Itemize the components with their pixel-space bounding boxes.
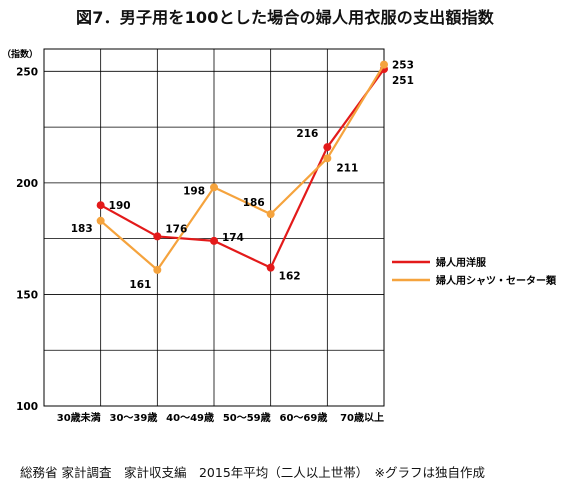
data-label-series-2: 186 xyxy=(243,197,265,209)
y-axis-title: （指数） xyxy=(2,48,38,60)
data-point-series-1 xyxy=(210,236,218,245)
data-label-series-2: 183 xyxy=(71,223,93,235)
data-point-series-2 xyxy=(153,265,162,274)
y-tick-label: 100 xyxy=(16,401,38,413)
data-labels: 190 176 174 162 216 251 183 161 198 186 211 253 xyxy=(71,60,414,291)
data-point-series-2 xyxy=(210,183,218,192)
data-point-series-1 xyxy=(153,232,162,241)
y-tick-label: 200 xyxy=(16,178,38,190)
data-label-series-1: 174 xyxy=(222,232,244,244)
plot-grid xyxy=(43,48,385,407)
data-point-series-2 xyxy=(266,210,275,219)
source-note: 総務省 家計調査 家計収支編 2015年平均（二人以上世帯） ※グラフは独自作成 xyxy=(20,465,486,480)
series-lines xyxy=(96,60,388,274)
data-label-series-1: 190 xyxy=(109,200,131,212)
data-point-series-1 xyxy=(266,263,275,272)
data-label-series-2: 253 xyxy=(392,60,414,72)
series-line-2 xyxy=(99,64,385,271)
x-tick-label: 60～69歳 xyxy=(279,411,327,424)
x-tick-label: 30～39歳 xyxy=(109,411,157,424)
data-label-series-1: 162 xyxy=(279,271,301,283)
y-tick-label: 150 xyxy=(16,289,38,301)
x-tick-label: 40～49歳 xyxy=(166,411,214,424)
data-label-series-2: 198 xyxy=(183,185,205,197)
chart-title: 図7．男子用を100とした場合の婦人用衣服の支出額指数 xyxy=(76,8,494,27)
y-tick-label: 250 xyxy=(16,66,38,78)
data-point-series-2 xyxy=(323,154,332,163)
data-label-series-2: 161 xyxy=(129,279,151,291)
data-point-series-2 xyxy=(96,216,105,225)
x-tick-label: 50～59歳 xyxy=(223,411,271,424)
x-tick-label: 30歳未満 xyxy=(57,411,101,424)
x-tick-label: 70歳以上 xyxy=(340,411,384,424)
legend-label: 婦人用洋服 xyxy=(435,256,487,269)
data-point-series-1 xyxy=(96,201,105,210)
data-point-series-2 xyxy=(380,60,388,69)
data-point-series-1 xyxy=(323,143,332,152)
data-label-series-1: 251 xyxy=(392,75,414,87)
series-line-1 xyxy=(100,68,385,269)
data-label-series-1: 216 xyxy=(296,128,318,140)
legend-label: 婦人用シャツ・セーター類 xyxy=(435,274,557,287)
axis-labels: （指数） 100 150 200 250 30歳未満 30～39歳 40～49歳 50～59歳 6… xyxy=(2,48,384,424)
data-label-series-2: 211 xyxy=(336,162,358,174)
data-label-series-1: 176 xyxy=(165,223,187,235)
